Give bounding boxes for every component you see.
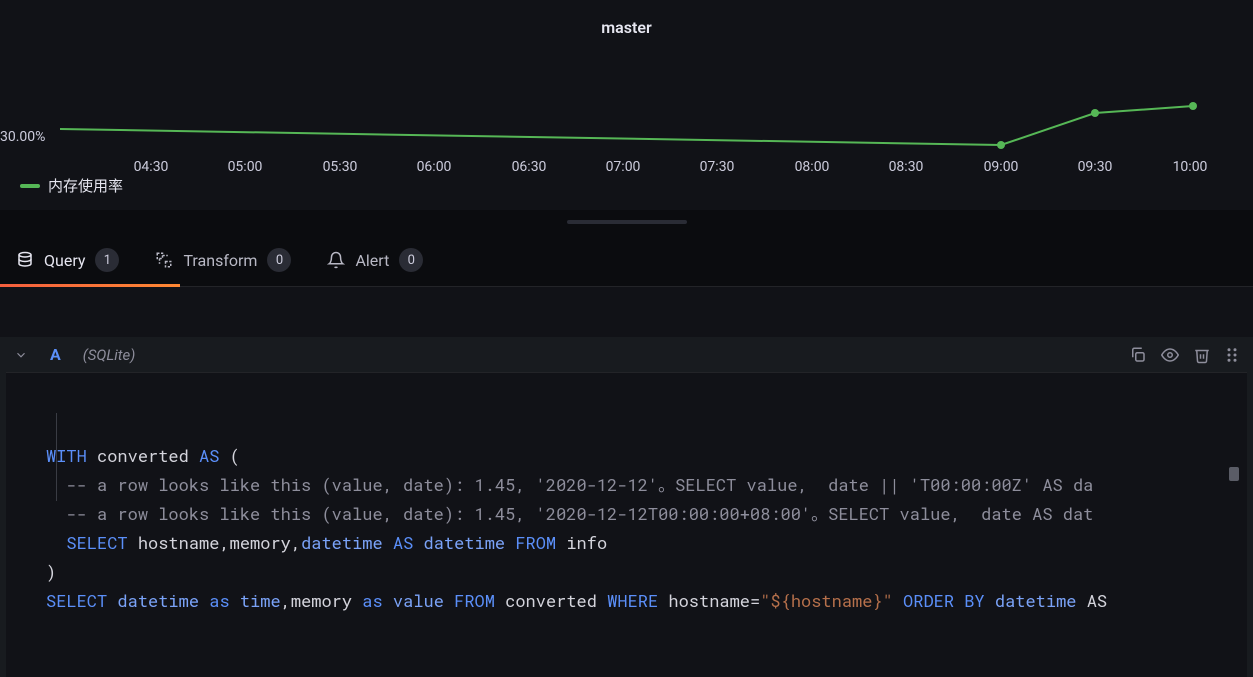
tab-alert[interactable]: Alert 0 [327,248,423,276]
code-token: hostname= [668,589,760,612]
code-comment: -- a row looks like this (value, date): … [46,502,1093,525]
x-tick: 06:00 [417,159,452,175]
query-editor: A (SQLite) WITH converted AS ( -- a row … [0,337,1253,677]
code-token: ORDER BY [893,589,995,612]
code-token: WITH [46,444,87,467]
x-tick: 09:30 [1078,159,1113,175]
query-header: A (SQLite) [0,337,1253,372]
x-tick: 07:00 [606,159,641,175]
trash-icon[interactable] [1193,346,1211,364]
code-token: AS [1077,589,1108,612]
eye-icon[interactable] [1161,346,1179,364]
code-token: SELECT [46,589,117,612]
datasource-row-spacer [0,287,1253,337]
scrollbar-thumb[interactable] [1229,467,1239,481]
code-token: AS [383,531,424,554]
code-comment: -- a row looks like this (value, date): … [46,473,1093,496]
query-actions [1129,346,1239,364]
code-token: time [240,589,281,612]
x-tick: 08:00 [795,159,830,175]
query-datasource: (SQLite) [83,346,136,364]
code-token: FROM [505,531,566,554]
tab-transform-count: 0 [267,248,291,272]
tab-alert-label: Alert [355,251,389,270]
code-token: ,memory [281,589,363,612]
code-token: converted [505,589,607,612]
code-token: AS [199,444,219,467]
x-tick: 10:00 [1173,159,1208,175]
code-token: SELECT [46,531,128,554]
code-token: as [199,589,240,612]
code-token: datetime [117,589,199,612]
panel-resizer[interactable] [0,210,1253,234]
code-token: datetime [995,589,1077,612]
drag-handle-icon[interactable] [1225,346,1239,364]
x-tick: 07:30 [700,159,735,175]
query-ref-letter[interactable]: A [44,345,67,364]
x-tick: 08:30 [889,159,924,175]
tab-query-count: 1 [95,248,119,272]
x-tick: 09:00 [984,159,1019,175]
tab-query[interactable]: Query 1 [16,248,119,276]
code-token: ) [46,560,56,583]
code-token: hostname,memory, [128,531,301,554]
x-tick: 04:30 [134,159,169,175]
chart-area[interactable]: 30.00% 04:3005:0005:3006:0006:3007:0007:… [0,41,1253,171]
copy-icon[interactable] [1129,346,1147,364]
panel-title: master [0,10,1253,41]
database-icon [16,251,34,269]
y-axis-label: 30.00% [0,129,45,145]
code-token: converted [87,444,199,467]
code-token: ( [219,444,239,467]
line-chart [60,51,1240,171]
sql-code[interactable]: WITH converted AS ( -- a row looks like … [6,372,1247,677]
transform-icon [155,251,173,269]
legend[interactable]: 内存使用率 [0,171,1253,200]
x-tick: 05:30 [323,159,358,175]
code-token: info [566,531,607,554]
chevron-down-icon[interactable] [14,348,28,362]
x-tick: 05:00 [228,159,263,175]
active-tab-indicator [0,284,180,287]
editor-tabs: Query 1 Transform 0 Alert 0 [0,234,1253,287]
code-token: FROM [444,589,505,612]
tab-alert-count: 0 [399,248,423,272]
code-token: datetime [424,531,506,554]
bell-icon [327,251,345,269]
tab-transform[interactable]: Transform 0 [155,248,291,276]
tab-query-label: Query [44,251,85,270]
code-token: value [393,589,444,612]
code-token: datetime [301,531,383,554]
x-tick: 06:30 [512,159,547,175]
indent-guide [56,413,57,501]
code-token: WHERE [607,589,668,612]
code-token: as [362,589,393,612]
code-string: "${hostname}" [760,589,893,612]
tab-transform-label: Transform [183,251,257,270]
legend-label: 内存使用率 [48,175,123,196]
legend-swatch [20,184,40,188]
chart-panel: master 30.00% 04:3005:0005:3006:0006:300… [0,0,1253,210]
resizer-handle [567,220,687,224]
